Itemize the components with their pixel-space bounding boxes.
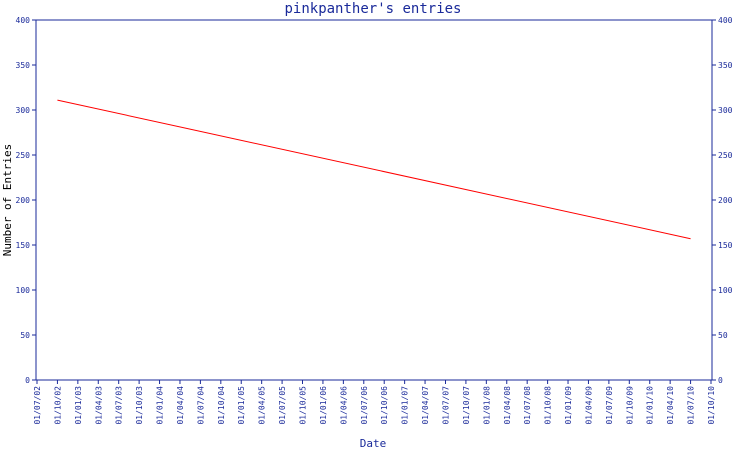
x-tick-label: 01/10/05 bbox=[299, 386, 308, 425]
x-tick-label: 01/04/03 bbox=[94, 386, 103, 425]
y-tick-left-label: 150 bbox=[16, 241, 31, 250]
x-tick-label: 01/04/10 bbox=[666, 386, 675, 425]
x-tick-label: 01/04/04 bbox=[176, 386, 185, 425]
x-tick-label: 01/01/06 bbox=[319, 386, 328, 425]
x-tick-label: 01/07/10 bbox=[687, 386, 696, 425]
x-tick-label: 01/04/09 bbox=[584, 386, 593, 425]
y-axis-left: 0 50 100 150 200 250 300 350 400 bbox=[16, 16, 36, 385]
x-tick-label: 01/07/09 bbox=[605, 386, 614, 425]
x-tick-label: 01/01/10 bbox=[646, 386, 655, 425]
x-tick-label: 01/10/10 bbox=[707, 386, 716, 425]
y-tick-left-label: 200 bbox=[16, 196, 31, 205]
x-tick-label: 01/07/08 bbox=[523, 386, 532, 425]
y-tick-left-label: 250 bbox=[16, 151, 31, 160]
y-tick-right-label: 400 bbox=[718, 16, 733, 25]
x-tick-label: 01/10/07 bbox=[462, 386, 471, 425]
x-tick-label: 01/07/03 bbox=[115, 386, 124, 425]
x-tick-label: 01/10/06 bbox=[380, 386, 389, 425]
x-tick-label: 01/07/04 bbox=[196, 386, 205, 425]
x-tick-label: 01/01/08 bbox=[482, 386, 491, 425]
plot-frame bbox=[35, 19, 713, 381]
y-axis-right: 0 50 100 150 200 250 300 350 400 bbox=[712, 16, 733, 385]
series-line bbox=[57, 99, 691, 240]
x-tick-label: 01/04/05 bbox=[258, 386, 267, 425]
x-tick-label: 01/01/05 bbox=[237, 386, 246, 425]
x-tick-label: 01/10/09 bbox=[625, 386, 634, 425]
y-tick-right-label: 0 bbox=[718, 376, 723, 385]
y-tick-right-label: 50 bbox=[718, 331, 728, 340]
x-axis: 01/07/02 01/10/02 01/01/03 01/04/03 01/07/03… bbox=[33, 380, 716, 425]
y-tick-left-label: 350 bbox=[16, 61, 31, 70]
x-tick-label: 01/01/04 bbox=[156, 386, 165, 425]
x-tick-label: 01/10/08 bbox=[544, 386, 553, 425]
x-tick-label: 01/04/06 bbox=[339, 386, 348, 425]
y-tick-right-label: 300 bbox=[718, 106, 733, 115]
y-tick-right-label: 100 bbox=[718, 286, 733, 295]
x-tick-label: 01/04/08 bbox=[503, 386, 512, 425]
x-tick-label: 01/01/03 bbox=[74, 386, 83, 425]
x-tick-label: 01/10/02 bbox=[53, 386, 62, 425]
y-axis-title: Number of Entries bbox=[1, 144, 14, 257]
x-tick-label: 01/07/02 bbox=[33, 386, 42, 425]
y-tick-left-label: 400 bbox=[16, 16, 31, 25]
y-tick-left-label: 300 bbox=[16, 106, 31, 115]
y-tick-right-label: 200 bbox=[718, 196, 733, 205]
x-tick-label: 01/10/04 bbox=[217, 386, 226, 425]
y-tick-left-label: 50 bbox=[20, 331, 30, 340]
x-axis-title: Date bbox=[360, 437, 387, 450]
plot-border bbox=[35, 19, 713, 381]
y-tick-right-label: 250 bbox=[718, 151, 733, 160]
chart-title: pinkpanther's entries bbox=[284, 1, 461, 17]
x-tick-label: 01/07/06 bbox=[360, 386, 369, 425]
y-tick-left-label: 100 bbox=[16, 286, 31, 295]
x-tick-label: 01/04/07 bbox=[421, 386, 430, 425]
y-tick-right-label: 150 bbox=[718, 241, 733, 250]
x-tick-label: 01/07/07 bbox=[441, 386, 450, 425]
y-tick-left-label: 0 bbox=[25, 376, 30, 385]
y-tick-right-label: 350 bbox=[718, 61, 733, 70]
x-tick-label: 01/07/05 bbox=[278, 386, 287, 425]
x-tick-label: 01/01/07 bbox=[401, 386, 410, 425]
x-tick-label: 01/01/09 bbox=[564, 386, 573, 425]
series-layer bbox=[57, 99, 691, 240]
x-tick-label: 01/10/03 bbox=[135, 386, 144, 425]
